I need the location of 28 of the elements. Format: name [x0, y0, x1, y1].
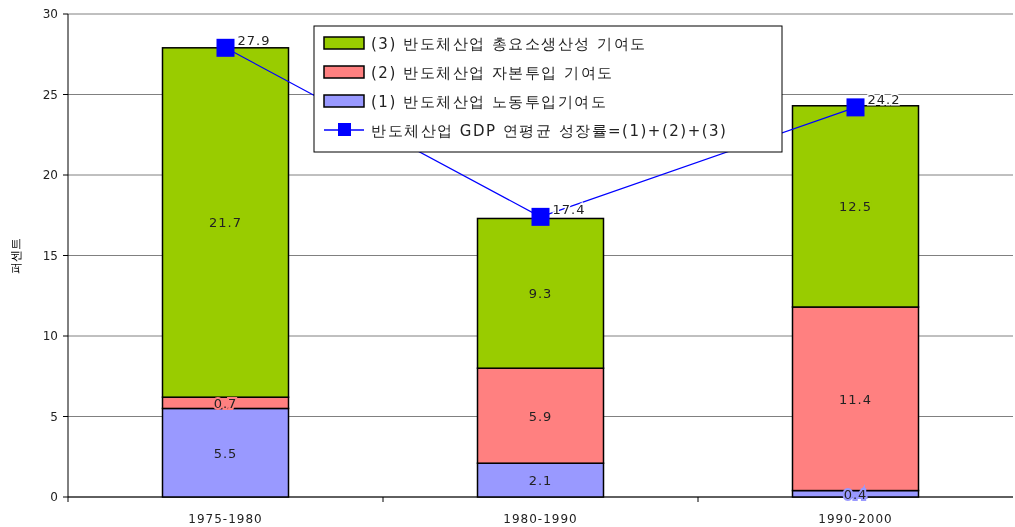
point	[531, 207, 550, 226]
data-label: 5.9	[528, 408, 553, 424]
data-label: 24.2	[867, 92, 901, 108]
legend-label: (2) 반도체산업 자본투입 기여도	[371, 64, 614, 82]
data-label: 9.3	[528, 286, 553, 302]
y-tick-label: 5	[50, 409, 58, 424]
legend-label: (1) 반도체산업 노동투입기여도	[371, 93, 608, 111]
data-label: 12.5	[839, 199, 872, 215]
data-label: 21.7	[209, 215, 242, 231]
y-tick-label: 10	[42, 329, 58, 343]
y-tick-label: 20	[42, 168, 58, 182]
y-tick-label: 15	[42, 248, 58, 263]
x-tick-label: 1990-2000	[818, 512, 893, 526]
y-tick-label: 25	[42, 87, 58, 102]
x-tick-label: 1980-1990	[503, 512, 578, 526]
data-label: 27.9	[237, 32, 271, 48]
y-axis-title: 퍼센트	[9, 237, 23, 274]
y-tick-label: 0	[50, 490, 58, 504]
point	[846, 98, 865, 117]
data-label: 2.1	[528, 473, 553, 489]
point	[216, 38, 235, 57]
data-label: 5.5	[213, 445, 238, 461]
legend-label: 반도체산업 GDP 연평균 성장률=(1)+(2)+(3)	[371, 122, 728, 140]
y-tick-label: 30	[42, 7, 58, 21]
data-label: 11.4	[839, 391, 872, 407]
x-tick-label: 1975-1980	[188, 512, 263, 526]
data-label: 0.7	[213, 395, 238, 411]
legend-label: (3) 반도체산업 총요소생산성 기여도	[371, 35, 647, 53]
